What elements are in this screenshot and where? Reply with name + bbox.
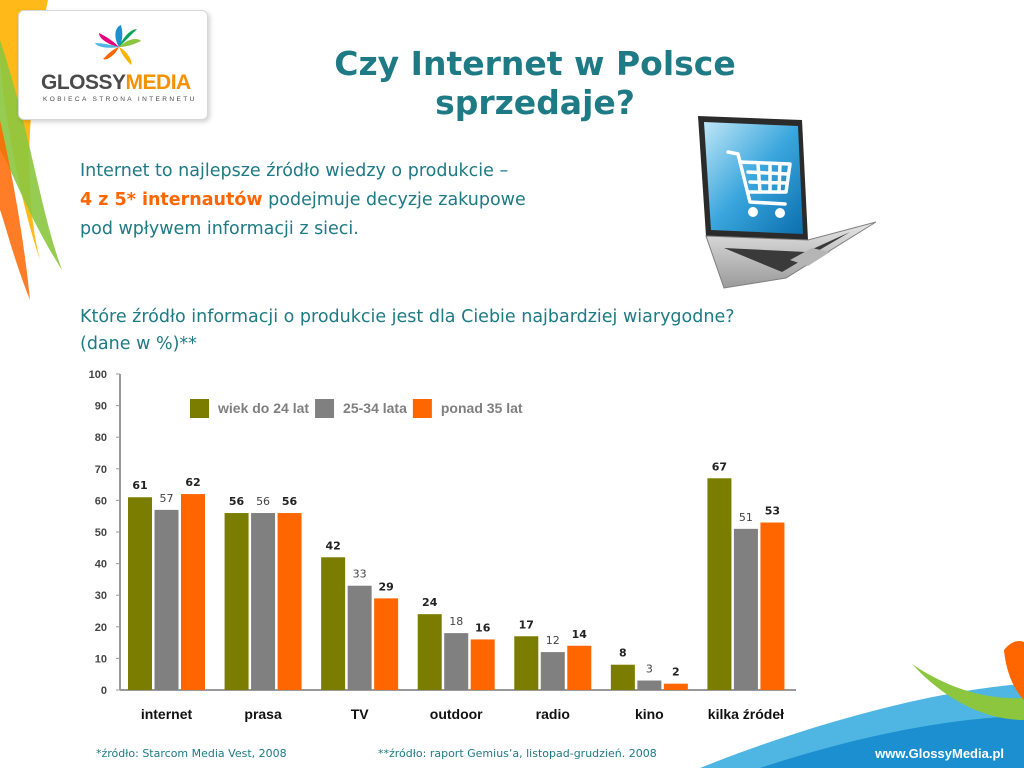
x-category-label: radio <box>536 706 570 722</box>
bar-chart: 0 10 20 30 40 50 60 70 80 90 100 61 57 62 internet 56 56… <box>89 369 796 722</box>
bar <box>277 513 302 690</box>
bar <box>224 513 249 690</box>
bar-value-label: 56 <box>256 495 270 508</box>
page-title: Czy Internet w Polsce sprzedaje? <box>334 44 736 122</box>
y-tick-label: 80 <box>95 432 107 444</box>
y-tick-label: 100 <box>89 369 107 381</box>
y-tick-label: 40 <box>95 559 107 571</box>
bar-value-label: 2 <box>672 666 680 679</box>
intro-line-2-rest: podejmuje decyzje zakupowe <box>262 190 526 210</box>
y-tick-label: 10 <box>95 653 107 665</box>
bar <box>540 652 565 690</box>
bar-value-label: 24 <box>422 596 438 609</box>
bar <box>610 664 635 690</box>
bar-value-label: 57 <box>160 492 174 505</box>
y-tick-label: 30 <box>95 590 107 602</box>
x-category-label: internet <box>141 706 193 722</box>
bar-value-label: 14 <box>572 628 588 641</box>
y-tick-label: 50 <box>95 527 107 539</box>
x-category-label: TV <box>351 706 370 722</box>
bar-value-label: 29 <box>378 580 393 593</box>
bar <box>637 680 662 690</box>
intro-highlight: 4 z 5* internautów <box>80 190 263 210</box>
x-category-label: prasa <box>244 706 282 722</box>
bar <box>663 683 688 690</box>
x-category-label: outdoor <box>430 706 483 722</box>
question-line-2: (dane w %)** <box>80 334 197 354</box>
bar-value-label: 18 <box>449 615 463 628</box>
bar-value-label: 16 <box>475 621 491 634</box>
bar <box>181 494 205 690</box>
logo-word-media: MEDIA <box>125 71 192 94</box>
logo-wordmark: GLOSSYMEDIA <box>41 71 191 95</box>
bar <box>567 645 592 690</box>
intro-text: Internet to najlepsze źródło wiedzy o pr… <box>80 157 640 244</box>
legend-swatch <box>412 399 432 418</box>
bar-value-label: 56 <box>229 495 245 508</box>
x-category-label: kilka źródeł <box>708 706 784 722</box>
bar <box>251 513 276 690</box>
legend-swatch <box>190 399 209 418</box>
bar <box>128 497 152 690</box>
bar-value-label: 3 <box>646 663 653 676</box>
bar <box>347 585 372 690</box>
y-tick-label: 90 <box>95 401 107 413</box>
bar-value-label: 53 <box>765 505 780 518</box>
logo-tagline: KOBIECA STRONA INTERNETU <box>43 96 197 103</box>
intro-line-2: 4 z 5* internautów podejmuje decyzje zak… <box>80 186 640 215</box>
logo-word-glossy: GLOSSY <box>41 71 126 94</box>
question-line-1: Które źródło informacji o produkcie jest… <box>80 307 735 327</box>
bar-value-label: 12 <box>546 634 560 647</box>
y-tick-label: 0 <box>101 685 107 697</box>
intro-line-1: Internet to najlepsze źródło wiedzy o pr… <box>80 161 509 181</box>
bar-value-label: 33 <box>353 568 367 581</box>
logo[interactable]: GLOSSYMEDIA KOBIECA STRONA INTERNETU <box>18 10 208 120</box>
intro-line-3: pod wpływem informacji z sieci. <box>80 219 359 239</box>
glossymedia-flower-logo-icon <box>95 25 141 65</box>
website-link[interactable]: www.GlossyMedia.pl <box>875 746 1004 761</box>
bar <box>321 557 346 690</box>
survey-question: Które źródło informacji o produkcie jest… <box>80 304 910 358</box>
bar <box>470 639 495 690</box>
bar <box>417 614 442 690</box>
bar <box>514 636 539 690</box>
footnote-source-1: *źródło: Starcom Media Vest, 2008 <box>96 747 287 760</box>
bar-value-label: 62 <box>185 476 200 489</box>
y-tick-label: 20 <box>95 622 107 634</box>
bar-value-label: 17 <box>519 618 534 631</box>
bar-value-label: 67 <box>712 460 727 473</box>
laptop-shopping-cart-icon <box>698 116 877 289</box>
legend-swatch <box>315 399 335 418</box>
bar <box>707 478 732 690</box>
legend-label: ponad 35 lat <box>441 400 523 416</box>
bar-value-label: 51 <box>739 511 753 524</box>
bar-value-label: 56 <box>282 495 298 508</box>
y-tick-label: 60 <box>95 495 107 507</box>
bar <box>760 522 785 690</box>
bar-value-label: 61 <box>132 479 147 492</box>
bar <box>444 633 469 690</box>
bar-value-label: 8 <box>619 647 627 660</box>
legend-label: 25-34 lata <box>343 400 407 416</box>
bar-value-label: 42 <box>325 539 340 552</box>
x-category-label: kino <box>635 706 664 722</box>
y-tick-label: 70 <box>95 464 107 476</box>
bar <box>154 509 179 690</box>
legend-label: wiek do 24 lat <box>217 400 309 416</box>
footnote-source-2: **źródło: raport Gemius’a, listopad-grud… <box>378 747 657 760</box>
bar <box>733 528 758 690</box>
bar <box>374 598 399 690</box>
